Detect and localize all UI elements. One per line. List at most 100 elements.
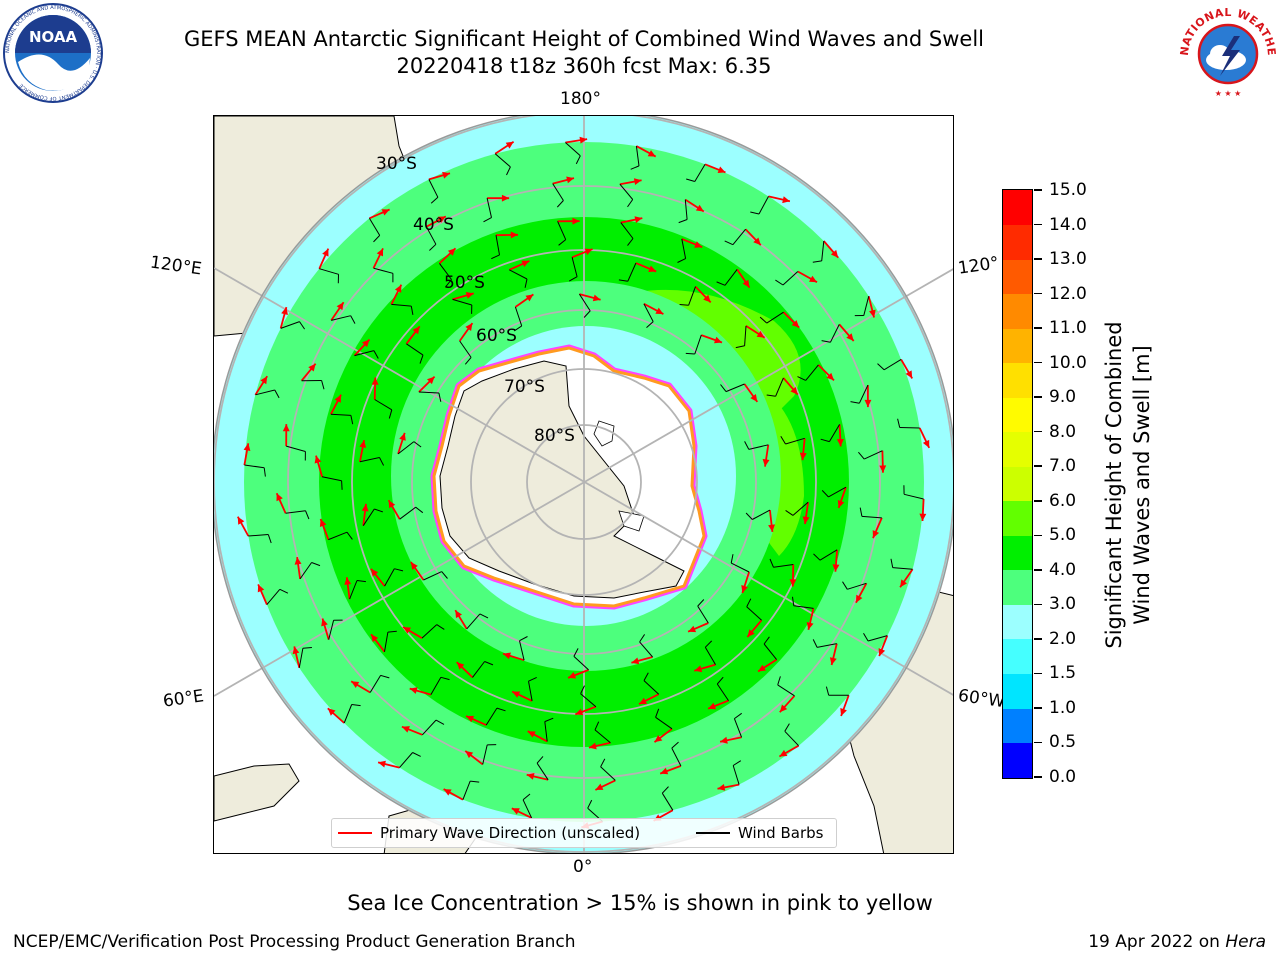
wind-barb-shaft (319, 268, 339, 275)
colorbar-tick (1034, 638, 1042, 640)
wave-arrow-head (742, 279, 750, 288)
polar-map: 30°S 40°S 50°S 60°S 70°S 80°S (213, 115, 954, 854)
colorbar-bin (1003, 500, 1032, 536)
wind-barb-shaft (418, 391, 439, 394)
wind-barb-feather (730, 554, 734, 564)
wind-barb-feather (679, 304, 689, 306)
wave-arrow-head (654, 735, 663, 743)
wave-arrow-head (443, 789, 452, 796)
wind-barb-feather (671, 741, 679, 749)
wind-barb-feather (877, 363, 885, 371)
wind-barb-shaft (766, 311, 784, 324)
wind-barb-feather (394, 568, 404, 572)
wind-barb-feather (341, 480, 343, 490)
colorbar-bin (1003, 742, 1032, 778)
wind-barb-feather (440, 676, 450, 681)
wind-barb-shaft (299, 562, 313, 580)
meridian-label-180: 180° (560, 89, 601, 109)
wave-arrow-head (378, 760, 386, 768)
wind-barb-shaft (384, 568, 395, 587)
wind-barb-shaft (528, 681, 533, 701)
wind-barb-shaft (255, 389, 275, 396)
wind-barb-shaft (892, 567, 913, 570)
wind-barb-feather (350, 415, 354, 425)
wind-barb-shaft (459, 340, 472, 358)
wave-arrow-head (527, 731, 536, 738)
colorbar-tick-label: 14.0 (1049, 214, 1087, 235)
wind-barb-shaft (495, 235, 500, 255)
wind-barb-shaft (330, 413, 351, 416)
wind-barb-shaft (858, 384, 869, 404)
wind-barb-shaft (697, 605, 709, 624)
credit-branch: NCEP/EMC/Verification Post Processing Pr… (13, 932, 576, 952)
wind-barb-feather (732, 760, 742, 766)
wave-arrow-head (720, 736, 728, 744)
wind-barb-feather (677, 258, 686, 263)
wind-barb-shaft (428, 179, 439, 198)
wave-arrow-head (869, 309, 876, 318)
colorbar-tick-label: 13.0 (1049, 249, 1087, 270)
wind-barb-shaft (619, 183, 634, 200)
wind-barb-shaft (643, 680, 660, 695)
wave-arrow-head (319, 519, 327, 527)
wave-arrow-head (633, 178, 642, 185)
wind-barb-shaft (425, 226, 437, 245)
wind-barb-shaft (328, 531, 348, 541)
wind-barb-feather (413, 441, 422, 448)
wind-barb-shaft (681, 238, 687, 259)
wave-arrow-head (281, 307, 288, 315)
wave-arrow-head (753, 237, 761, 246)
colorbar-tick (1034, 189, 1042, 191)
colorbar-tick-label: 9.0 (1049, 387, 1077, 408)
colorbar-tick-label: 2.0 (1049, 628, 1077, 649)
wind-barb-shaft (374, 399, 393, 411)
wind-barb-shaft (635, 146, 640, 166)
wave-arrow-head (566, 176, 574, 184)
wave-arrow-head (260, 376, 268, 385)
wind-barb-feather (777, 676, 781, 686)
colorbar-bin (1003, 673, 1032, 709)
wave-arrow-head (412, 326, 420, 335)
wind-barb-shaft (331, 315, 351, 321)
wind-barb-feather (412, 752, 421, 757)
wind-barb-feather (724, 240, 734, 246)
wind-barb-feather (850, 401, 860, 404)
wind-barb-shaft (373, 267, 394, 274)
colorbar (1002, 189, 1033, 779)
wave-arrow-head (756, 330, 765, 338)
wind-barb-feather (483, 217, 492, 223)
wind-barb-feather (419, 354, 424, 364)
colorbar-bin (1003, 397, 1032, 433)
wind-barb-shaft (359, 457, 380, 463)
wind-barb-feather (305, 510, 310, 520)
wind-barb-feather (678, 219, 688, 224)
colorbar-tick (1034, 500, 1042, 502)
wind-barb-feather (506, 166, 511, 176)
wind-barb-feather (379, 457, 385, 466)
wind-barb-shaft (671, 747, 682, 767)
wave-arrow-head (344, 577, 352, 585)
wind-barb-feather (821, 340, 831, 343)
wind-barb-shaft (248, 534, 269, 537)
wind-barb-shaft (536, 762, 549, 781)
wind-barb-shaft (349, 580, 358, 600)
wave-arrow-head (592, 294, 601, 302)
wave-arrow-head (856, 594, 863, 603)
wind-barb-feather (373, 350, 379, 359)
wind-barb-shaft (423, 571, 442, 581)
wave-arrow-head (456, 662, 465, 670)
meridian-label-60e: 60°E (161, 686, 206, 712)
colorbar-tick (1034, 361, 1042, 364)
wind-barb-feather (484, 661, 494, 666)
wind-barb-feather (600, 758, 606, 768)
wave-arrow-head (836, 439, 844, 447)
wave-arrow-head (314, 455, 322, 464)
wind-barb-shaft (744, 325, 747, 346)
chart-subtitle: 20220418 t18z 360h fcst Max: 6.35 (396, 54, 772, 78)
wind-barb-shaft (397, 441, 415, 455)
wave-arrow-head (327, 708, 336, 716)
colorbar-tick-label: 8.0 (1049, 421, 1077, 442)
colorbar-tick (1034, 672, 1042, 675)
wind-barb-feather (646, 321, 654, 328)
colorbar-tick (1034, 396, 1042, 398)
